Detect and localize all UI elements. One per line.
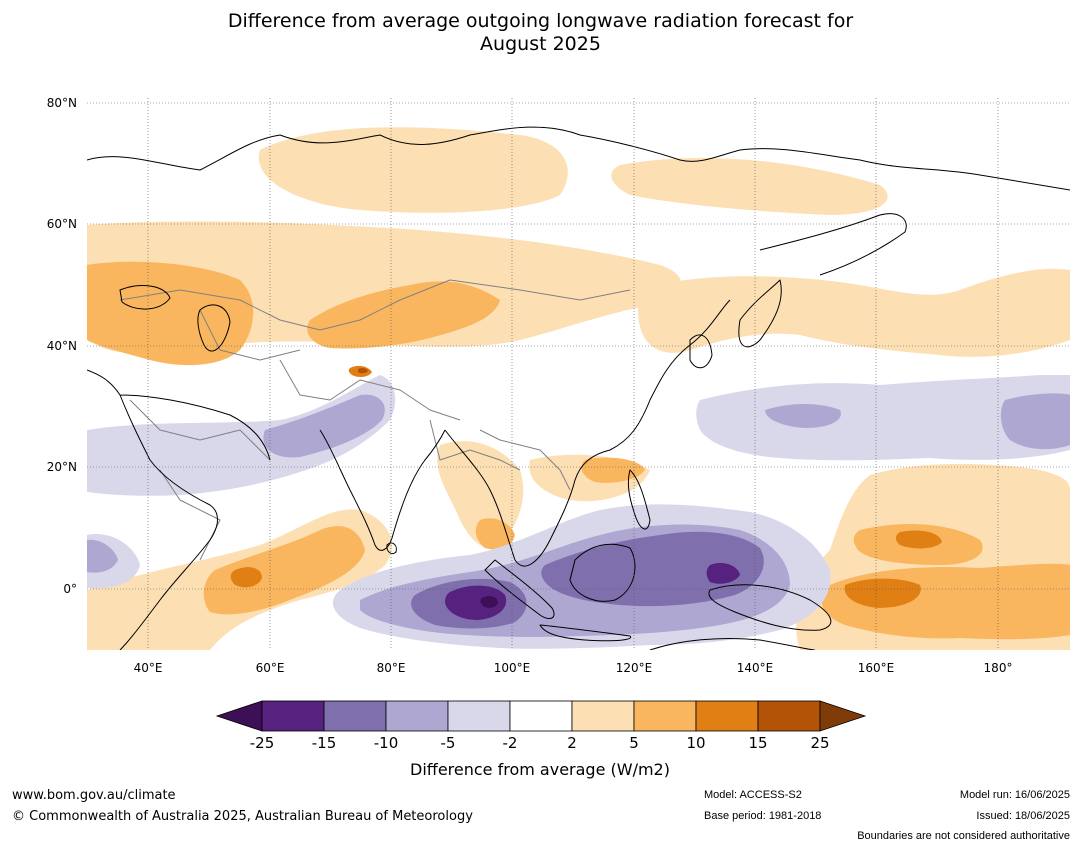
colorbar-tick-label: -25	[250, 734, 275, 752]
footer-boundaries-note: Boundaries are not considered authoritat…	[857, 830, 1070, 842]
colorbar-tick-label: 5	[629, 734, 639, 752]
lon-label: 160°E	[858, 661, 895, 675]
coastline	[319, 429, 446, 551]
colorbar-swatch	[323, 700, 387, 732]
coastline	[386, 542, 397, 555]
lon-label: 140°E	[737, 661, 774, 675]
colorbar-swatch	[757, 700, 821, 732]
anomaly-region-darkest-purple	[480, 596, 498, 608]
footer-issued: Issued: 18/06/2025	[976, 810, 1070, 822]
coastline	[119, 285, 231, 352]
coastline	[708, 584, 832, 631]
coastline	[87, 126, 1070, 191]
footer-base-period: Base period: 1981-2018	[704, 810, 822, 822]
anomaly-region-light-orange	[638, 268, 1070, 357]
anomaly-region-deep-purple	[445, 585, 507, 620]
lon-label: 40°E	[134, 661, 163, 675]
anomaly-region-light-orange	[611, 157, 888, 215]
colorbar-tick-label: -15	[312, 734, 337, 752]
lat-label: 0°	[63, 582, 77, 596]
colorbar-swatch	[695, 700, 759, 732]
lon-label: 120°E	[616, 661, 653, 675]
colorbar-tick-label: -5	[441, 734, 456, 752]
colorbar-tick-label: 2	[567, 734, 577, 752]
anomaly-region-dark-orange	[895, 530, 942, 549]
coastline	[569, 543, 636, 602]
anomaly-region-dark-orange	[844, 578, 921, 608]
anomaly-region-light-purple	[87, 539, 118, 573]
lon-label: 180°	[984, 661, 1013, 675]
anomaly-region-medium-orange	[475, 518, 515, 550]
colorbar-swatches	[215, 700, 867, 732]
lon-labels: 40°E 60°E 80°E 100°E 120°E 140°E 160°E 1…	[134, 661, 1013, 675]
lon-label: 80°E	[377, 661, 406, 675]
graticule	[87, 98, 1070, 650]
footer-model-run: Model run: 16/06/2025	[959, 789, 1070, 801]
lon-label: 60°E	[256, 661, 285, 675]
coastline	[87, 369, 271, 650]
map-panel: 80°N 60°N 40°N 20°N 0° 40°E 60°E 80°E 10…	[47, 96, 1070, 675]
lat-label: 60°N	[47, 217, 77, 231]
coastline	[627, 469, 651, 530]
colorbar-swatch	[633, 700, 697, 732]
country-boundaries	[119, 279, 631, 561]
colorbar-tick-label: -10	[374, 734, 399, 752]
anomaly-region-medium-purple	[541, 531, 764, 607]
coastline	[444, 299, 731, 567]
colorbar-tick-label: 10	[686, 734, 705, 752]
colorbar-swatch	[509, 700, 573, 732]
title-line-2: August 2025	[480, 33, 601, 55]
anomaly-region-light-purple	[1000, 393, 1070, 450]
coastline	[484, 559, 632, 642]
lat-labels: 80°N 60°N 40°N 20°N 0°	[47, 96, 77, 596]
anomaly-region-light-purple	[263, 394, 385, 458]
map-title: Difference from average outgoing longwav…	[0, 10, 1081, 56]
colorbar-ticks: -25 -15 -10 -5 -2 2 5 10 15 25	[250, 734, 830, 752]
colorbar-tick-label: 15	[748, 734, 767, 752]
colorbar-label: Difference from average (W/m2)	[410, 760, 670, 779]
colorbar-swatch	[261, 700, 325, 732]
anomaly-region-deep-orange	[358, 367, 368, 374]
coastlines-and-boundaries	[87, 126, 1070, 650]
colorbar-tick-label: -2	[503, 734, 518, 752]
coastline	[759, 213, 907, 276]
lat-label: 80°N	[47, 96, 77, 110]
footer-copyright: © Commonwealth of Australia 2025, Austra…	[12, 809, 473, 824]
colorbar: -25 -15 -10 -5 -2 2 5 10 15 25 Difference from av…	[215, 700, 867, 779]
lon-label: 100°E	[494, 661, 531, 675]
anomaly-region-light-purple	[765, 404, 841, 428]
anomaly-region-dark-orange	[230, 567, 262, 588]
colorbar-tick-label: 25	[810, 734, 829, 752]
lat-label: 40°N	[47, 339, 77, 353]
title-line-1: Difference from average outgoing longwav…	[227, 10, 854, 32]
anomaly-region-medium-orange	[203, 526, 365, 615]
colorbar-swatch	[385, 700, 449, 732]
footer-url: www.bom.gov.au/climate	[12, 788, 176, 803]
anomaly-region-deep-purple	[706, 563, 740, 584]
anomaly-region-very-light-purple	[696, 375, 1070, 461]
coastline	[649, 637, 816, 650]
colorbar-extend-low	[215, 700, 263, 732]
colorbar-swatch	[447, 700, 511, 732]
anomaly-region-medium-orange	[307, 281, 500, 349]
anomaly-region-light-orange	[258, 127, 568, 213]
colorbar-extend-high	[819, 700, 867, 732]
footer-model: Model: ACCESS-S2	[704, 789, 802, 801]
anomaly-shading	[87, 127, 1070, 650]
lat-label: 20°N	[47, 460, 77, 474]
anomaly-region-very-light-purple	[87, 375, 396, 496]
colorbar-swatch	[571, 700, 635, 732]
